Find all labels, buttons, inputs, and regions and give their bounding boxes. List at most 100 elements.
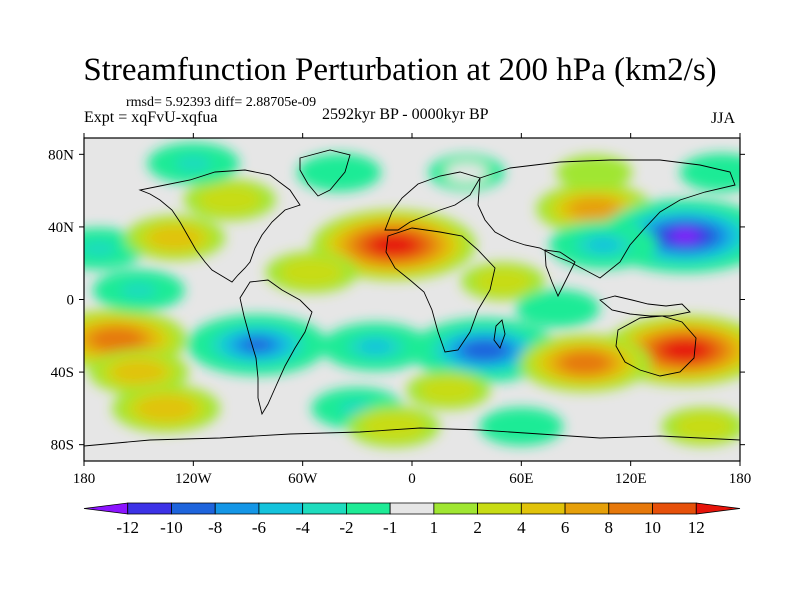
contour-band <box>486 273 520 289</box>
coast-europe <box>384 171 481 231</box>
contour-band <box>687 418 721 435</box>
colorbar-label: -10 <box>160 518 183 537</box>
colorbar-swatch <box>652 502 697 515</box>
contour-band <box>123 365 154 379</box>
coast-australia <box>615 315 697 377</box>
lon-tick-label: 180 <box>729 471 752 487</box>
colorbar-swatch <box>302 502 347 515</box>
anomaly-region <box>461 262 546 301</box>
season-label: JJA <box>711 110 736 127</box>
coastlines <box>84 149 740 447</box>
anomaly-region <box>556 154 633 191</box>
lat-tick-label: 40S <box>51 365 74 381</box>
anomaly-region <box>311 209 476 281</box>
coast-africa <box>385 227 496 353</box>
contour-band <box>149 401 183 416</box>
colorbar-swatch <box>608 502 653 515</box>
contour-band <box>671 230 699 242</box>
coast-south-america <box>239 279 313 416</box>
colorbar-label: 4 <box>517 518 526 537</box>
contour-band <box>293 264 330 281</box>
coast-indonesia <box>599 295 691 317</box>
coast-north-america <box>138 169 301 283</box>
anomaly-region <box>321 322 430 371</box>
contour-band <box>431 382 465 398</box>
colorbar-swatch <box>389 502 435 515</box>
colorbar-swatch <box>520 502 566 515</box>
colorbar-label: 12 <box>688 518 705 537</box>
contour-band <box>504 418 538 435</box>
contour-band <box>211 191 248 208</box>
axis-ticks: 180 120W 60W 0 60E 120E 180 80N 40N 0 40S 80S <box>48 133 751 487</box>
contour-band <box>541 300 575 317</box>
anomaly-region <box>147 142 240 185</box>
anomaly-region <box>519 334 652 392</box>
colorbar-label: -4 <box>296 518 311 537</box>
chart-title: Streamfunction Perturbation at 200 hPa (… <box>83 52 717 88</box>
anomaly-region <box>88 349 189 395</box>
lat-tick-label: 40N <box>48 220 74 236</box>
anomaly-region <box>112 384 220 433</box>
anomaly-region <box>661 407 740 446</box>
anomaly-region <box>679 153 740 192</box>
colorbar-swatch <box>83 502 129 515</box>
anomaly-region <box>125 215 226 261</box>
contour-band <box>375 418 412 435</box>
coast-greenland <box>299 149 351 197</box>
anomaly-region <box>428 154 505 191</box>
lon-tick-label: 0 <box>408 471 416 487</box>
coast-india <box>544 249 576 298</box>
contour-band <box>120 282 157 299</box>
contour-band <box>175 155 212 172</box>
colorbar-swatch <box>695 502 741 515</box>
lat-tick-label: 80S <box>51 438 74 454</box>
anomaly-region <box>406 371 491 410</box>
colorbar-label: 2 <box>473 518 482 537</box>
anomaly-region <box>549 221 658 270</box>
lon-tick-label: 120E <box>615 471 647 487</box>
period-label: 2592kyr BP - 0000kyr BP <box>322 106 489 123</box>
anomaly-region <box>515 289 600 328</box>
contour-band <box>587 237 620 253</box>
colorbar: -12 -10 -8 -6 -4 -2 -1 1 2 4 6 8 10 12 <box>83 502 741 537</box>
contour-band <box>359 339 392 354</box>
lon-tick-label: 60W <box>288 471 318 487</box>
colorbar-swatch <box>564 502 610 515</box>
lat-tick-label: 80N <box>48 147 74 163</box>
colorbar-label: -2 <box>339 518 353 537</box>
anomaly-region <box>347 405 440 448</box>
anomaly-region <box>265 251 358 294</box>
contour-band <box>160 231 191 245</box>
contour-band <box>705 164 739 181</box>
colorbar-label: -1 <box>383 518 397 537</box>
anomaly-region <box>183 178 276 221</box>
lon-tick-label: 180 <box>73 471 96 487</box>
colorbar-swatch <box>433 502 478 515</box>
field-layer <box>84 138 740 461</box>
contour-field <box>84 142 740 448</box>
colorbar-label: 10 <box>644 518 661 537</box>
coast-madagascar <box>493 319 506 349</box>
colorbar-label: 1 <box>430 518 439 537</box>
contour-band <box>672 344 699 356</box>
lon-tick-label: 60E <box>509 471 533 487</box>
coast-asia <box>477 159 736 279</box>
contour-band <box>380 239 407 251</box>
experiment-label: Expt = xqFvU-xqfua <box>84 109 218 126</box>
contour-band <box>84 240 117 257</box>
contour-band <box>580 202 609 216</box>
lat-tick-label: 0 <box>67 293 75 309</box>
colorbar-swatch <box>127 502 172 515</box>
colorbar-swatch <box>477 502 522 515</box>
anomaly-region <box>479 407 564 446</box>
lon-tick-label: 120W <box>175 471 213 487</box>
colorbar-swatch <box>214 502 260 515</box>
anomaly-region <box>297 153 382 192</box>
colorbar-swatch <box>171 502 216 515</box>
contour-band <box>571 357 599 369</box>
contour-band <box>572 162 616 183</box>
colorbar-label: -8 <box>208 518 222 537</box>
stats-text: rmsd= 5.92393 diff= 2.88705e-09 <box>126 95 317 110</box>
anomaly-region <box>187 314 328 376</box>
